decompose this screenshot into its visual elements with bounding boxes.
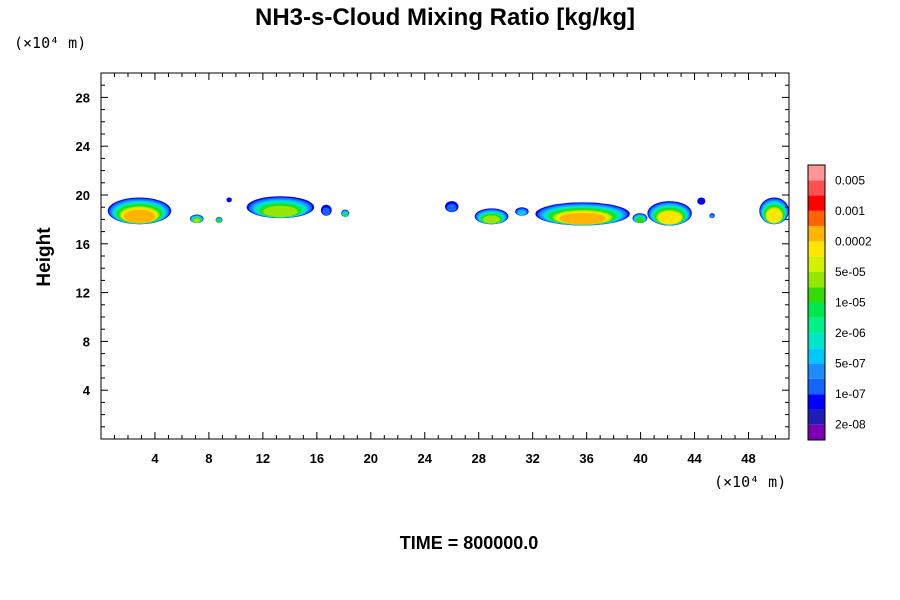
cloud-level-2 [226, 197, 232, 203]
colorbar-swatch [808, 394, 825, 410]
cloud-level-3 [322, 207, 331, 216]
colorbar-swatch [808, 302, 825, 318]
cloud-region-12 [632, 213, 648, 224]
colorbar-label: 5e-07 [835, 357, 866, 371]
colorbar-label: 0.005 [835, 173, 865, 187]
plot-frame [100, 72, 790, 440]
cloud-level-3 [446, 203, 457, 212]
colorbar-frame [807, 164, 826, 441]
colorbar-swatch [808, 287, 825, 303]
y-tick-label: 12 [76, 286, 90, 301]
y-tick-label: 24 [76, 139, 91, 154]
cloud-region-15 [709, 213, 715, 219]
colorbar-swatch [808, 363, 825, 379]
x-tick-label: 16 [310, 451, 324, 466]
cloud-level-9 [636, 217, 644, 223]
cloud-region-14 [697, 197, 706, 205]
x-tick-label: 4 [151, 451, 159, 466]
cloud-region-11 [535, 202, 630, 226]
plot-area [107, 196, 789, 226]
cloud-region-16 [759, 197, 789, 225]
colorbar-label: 0.001 [835, 204, 865, 218]
x-tick-label: 8 [205, 451, 212, 466]
cloud-region-6 [320, 204, 332, 216]
colorbar-label: 2e-06 [835, 326, 866, 340]
y-tick-label: 16 [76, 237, 90, 252]
cloud-region-8 [445, 201, 459, 213]
colorbar-swatch [808, 195, 825, 211]
cloud-level-8 [343, 212, 348, 217]
cloud-region-10 [515, 207, 529, 216]
cloud-level-12 [658, 212, 681, 225]
x-tick-label: 12 [256, 451, 270, 466]
cloud-level-10 [263, 205, 298, 218]
colorbar-swatch [808, 226, 825, 242]
x-tick-label: 48 [741, 451, 755, 466]
colorbar-swatch [808, 180, 825, 196]
cloud-region-4 [226, 197, 232, 203]
x-tick-label: 44 [687, 451, 702, 466]
y-tick-label: 4 [83, 383, 91, 398]
cloud-level-4 [710, 214, 714, 219]
colorbar-label: 5e-05 [835, 265, 866, 279]
chart-title: NH3-s-Cloud Mixing Ratio [kg/kg] [255, 4, 635, 31]
cloud-level-13 [123, 209, 156, 223]
x-tick-label: 24 [418, 451, 433, 466]
cloud-region-9 [474, 208, 509, 225]
colorbar-swatch [808, 271, 825, 288]
time-label: TIME = 800000.0 [400, 533, 539, 553]
colorbar: 2e-08 1e-07 5e-07 2e-06 1e-05 5e-05 0.0002 0.00… [807, 164, 872, 441]
cloud-region-1 [107, 197, 172, 225]
x-tick-label: 28 [471, 451, 485, 466]
colorbar-swatch [808, 241, 825, 257]
cloud-region-3 [215, 216, 223, 224]
colorbar-label: 1e-07 [835, 387, 866, 401]
y-axis-label: Height [34, 227, 55, 287]
colorbar-swatch [808, 378, 825, 395]
x-tick-label: 36 [579, 451, 593, 466]
colorbar-swatch [808, 333, 825, 349]
cloud-region-7 [341, 209, 350, 217]
x-unit-label: (×10⁴ m) [714, 473, 786, 491]
colorbar-label: 2e-08 [835, 418, 866, 432]
y-unit-label: (×10⁴ m) [14, 34, 86, 52]
cloud-region-5 [246, 196, 315, 219]
colorbar-label: 1e-05 [835, 296, 866, 310]
y-axis: 4 8 12 16 20 24 28 [76, 84, 789, 428]
cloud-region-2 [190, 214, 204, 224]
colorbar-swatch [808, 256, 825, 272]
colorbar-swatch [808, 409, 825, 425]
cloud-level-2 [697, 197, 706, 205]
colorbar-swatch [808, 348, 825, 364]
y-tick-label: 28 [76, 90, 90, 105]
x-axis: 4 8 12 16 20 24 28 32 36 40 44 48 [113, 73, 777, 466]
x-tick-label: 32 [525, 451, 539, 466]
cloud-level-10 [482, 215, 501, 224]
x-tick-label: 40 [633, 451, 647, 466]
cloud-region-13 [647, 201, 692, 226]
cloud-level-5 [517, 210, 526, 216]
y-tick-label: 20 [76, 188, 90, 203]
cloud-level-12 [766, 209, 782, 223]
y-tick-label: 8 [83, 334, 90, 349]
colorbar-swatch [808, 317, 825, 334]
x-tick-label: 20 [364, 451, 378, 466]
colorbar-label: 0.0002 [835, 234, 872, 248]
colorbar-swatch [808, 165, 825, 181]
cloud-level-10 [193, 218, 201, 223]
cloud-level-13 [559, 212, 607, 225]
colorbar-swatch [808, 210, 825, 227]
colorbar-swatch [808, 424, 825, 440]
cloud-level-9 [217, 219, 221, 223]
